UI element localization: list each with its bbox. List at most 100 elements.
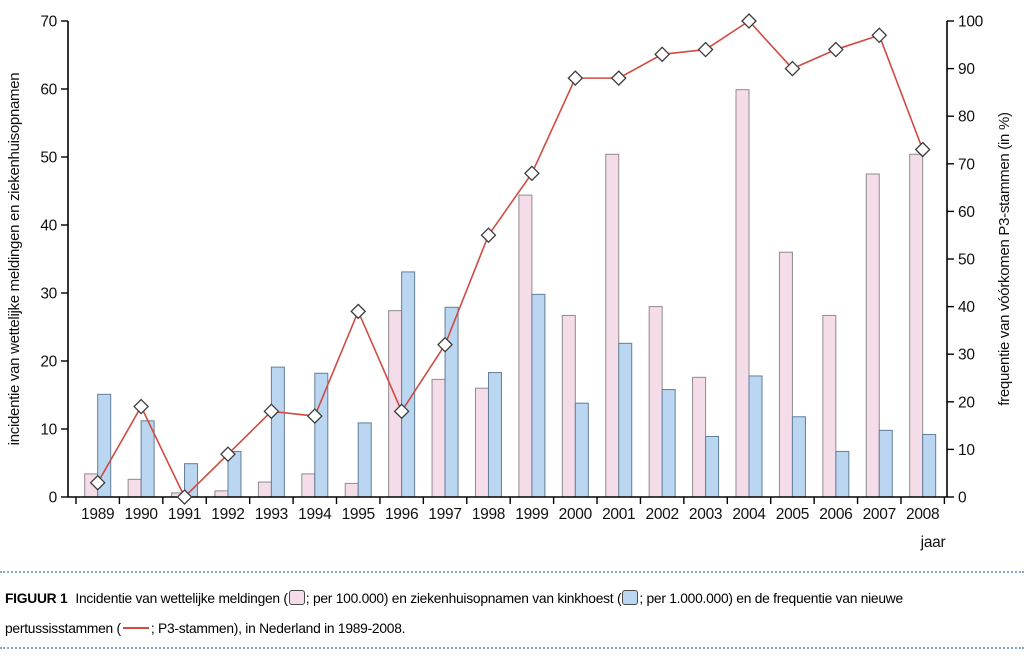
bar-meldingen-2007 [865,173,880,498]
caption-text-4: pertussisstammen ( [5,621,121,636]
p3-marker-1996 [393,403,410,420]
svg-text:2006: 2006 [819,506,852,523]
axis-ticks [61,20,954,504]
p3-line-series [89,13,931,505]
p3-marker-1991 [176,489,193,505]
p3-marker-2003 [697,41,714,58]
bar-meldingen-2002 [648,306,663,498]
p3-marker-1993 [263,403,280,420]
bar-meldingen-2000 [561,314,576,498]
legend-swatch-ziekenhuisopnamen [622,590,639,605]
bar-ziekenhuisopnamen-2002 [661,389,676,498]
svg-text:20: 20 [40,354,57,371]
p3-marker-2005 [784,60,801,77]
svg-text:0: 0 [49,490,58,507]
bar-ziekenhuisopnamen-1999 [531,293,546,498]
svg-text:60: 60 [958,204,975,221]
bar-ziekenhuisopnamen-2007 [878,429,893,498]
bar-ziekenhuisopnamen-1996 [401,271,416,498]
caption-text-2: ; per 100.000) en ziekenhuisopnamen van … [305,591,622,606]
svg-text:1999: 1999 [515,506,548,523]
svg-text:40: 40 [958,299,975,316]
p3-marker-2008 [914,141,931,158]
p3-marker-1999 [523,165,540,182]
svg-text:2008: 2008 [906,506,939,523]
svg-text:2002: 2002 [646,506,679,523]
svg-text:50: 50 [958,252,975,269]
svg-text:40: 40 [40,218,57,235]
svg-text:2004: 2004 [732,506,766,523]
left-axis-title: incidentie van wettelijke meldingen en z… [6,73,23,446]
pertussis-combo-chart: 0 10 20 30 40 50 60 70 0 10 20 30 40 50 60 70 80 90 100 198… [6,13,1013,551]
svg-text:1994: 1994 [298,506,332,523]
bar-ziekenhuisopnamen-2001 [618,342,633,498]
p3-marker-1998 [480,227,497,244]
axis-titles: incidentie van wettelijke meldingen en z… [6,73,1013,446]
svg-text:1992: 1992 [211,506,244,523]
right-axis-title: frequentie van vóórkomen P3-stammen (in … [996,112,1013,406]
caption-text-1: Incidentie van wettelijke meldingen ( [75,591,288,606]
p3-marker-2002 [654,46,671,63]
svg-text:70: 70 [40,14,57,31]
bar-ziekenhuisopnamen-2008 [922,433,937,498]
chart-figure: 0 10 20 30 40 50 60 70 0 10 20 30 40 50 60 70 80 90 100 198… [6,13,1013,551]
bar-meldingen-1997 [431,378,446,498]
bar-meldingen-2004 [735,89,750,498]
p3-marker-1994 [306,408,323,424]
bars-ziekenhuisopnamen [97,271,937,498]
bar-meldingen-1999 [518,194,533,498]
p3-marker-2006 [827,41,844,58]
bar-meldingen-2001 [605,153,620,498]
bar-ziekenhuisopnamen-2005 [791,416,806,498]
svg-text:70: 70 [958,156,975,173]
bar-ziekenhuisopnamen-2006 [835,450,850,498]
bar-ziekenhuisopnamen-1997 [444,306,459,498]
bar-ziekenhuisopnamen-2000 [574,402,589,498]
bars-meldingen [84,89,924,498]
bar-meldingen-1990 [127,478,142,498]
svg-text:80: 80 [958,109,975,126]
bar-ziekenhuisopnamen-2004 [748,375,763,498]
p3-marker-2001 [610,70,627,87]
legend-swatch-meldingen [288,590,305,605]
svg-text:2003: 2003 [689,506,722,523]
p3-marker-1997 [437,336,453,353]
svg-text:10: 10 [958,442,975,459]
svg-text:30: 30 [958,347,975,364]
legend-line-symbol-p3 [122,627,149,629]
caption-text-3: ; per 1.000.000) en de frequentie van ni… [639,591,903,606]
bar-ziekenhuisopnamen-1994 [314,372,329,498]
p3-marker-2004 [741,13,757,29]
p3-marker-1995 [350,303,367,320]
bar-meldingen-1993 [257,481,272,498]
p3-marker-1990 [133,398,150,415]
svg-text:10: 10 [40,422,57,439]
svg-text:60: 60 [40,82,57,99]
bar-meldingen-1992 [214,490,229,498]
svg-text:2007: 2007 [863,506,896,523]
svg-text:1989: 1989 [81,506,114,523]
bar-meldingen-2003 [692,376,707,498]
bar-meldingen-1995 [344,482,359,498]
axes [67,21,948,498]
svg-text:90: 90 [958,61,975,78]
figure-caption: FIGUUR 1 Incidentie van wettelijke meldin… [0,571,1024,649]
bar-meldingen-2005 [778,251,793,498]
p3-line [97,19,924,499]
p3-marker-1992 [220,446,236,463]
svg-text:1998: 1998 [472,506,505,523]
bar-ziekenhuisopnamen-1990 [140,420,155,498]
bar-ziekenhuisopnamen-1995 [357,422,372,498]
svg-text:50: 50 [40,150,57,167]
bar-ziekenhuisopnamen-1993 [270,366,285,498]
svg-text:20: 20 [958,394,975,411]
bar-meldingen-2008 [909,153,924,498]
svg-text:2005: 2005 [776,506,809,523]
svg-text:jaar: jaar [920,534,946,551]
p3-marker-2007 [871,27,888,44]
svg-text:1993: 1993 [255,506,288,523]
svg-text:1997: 1997 [428,506,461,523]
bar-ziekenhuisopnamen-1998 [487,372,502,498]
svg-text:1996: 1996 [385,506,418,523]
